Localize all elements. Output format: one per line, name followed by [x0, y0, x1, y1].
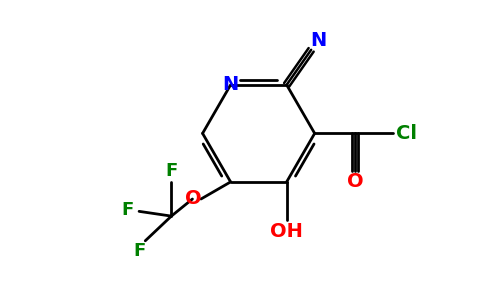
Text: F: F [165, 163, 178, 181]
Text: O: O [185, 189, 202, 208]
Text: N: N [223, 75, 239, 94]
Text: F: F [121, 201, 134, 219]
Text: N: N [310, 31, 326, 50]
Text: OH: OH [270, 222, 303, 241]
Text: O: O [347, 172, 363, 191]
Text: F: F [134, 242, 146, 260]
Text: Cl: Cl [396, 124, 417, 143]
